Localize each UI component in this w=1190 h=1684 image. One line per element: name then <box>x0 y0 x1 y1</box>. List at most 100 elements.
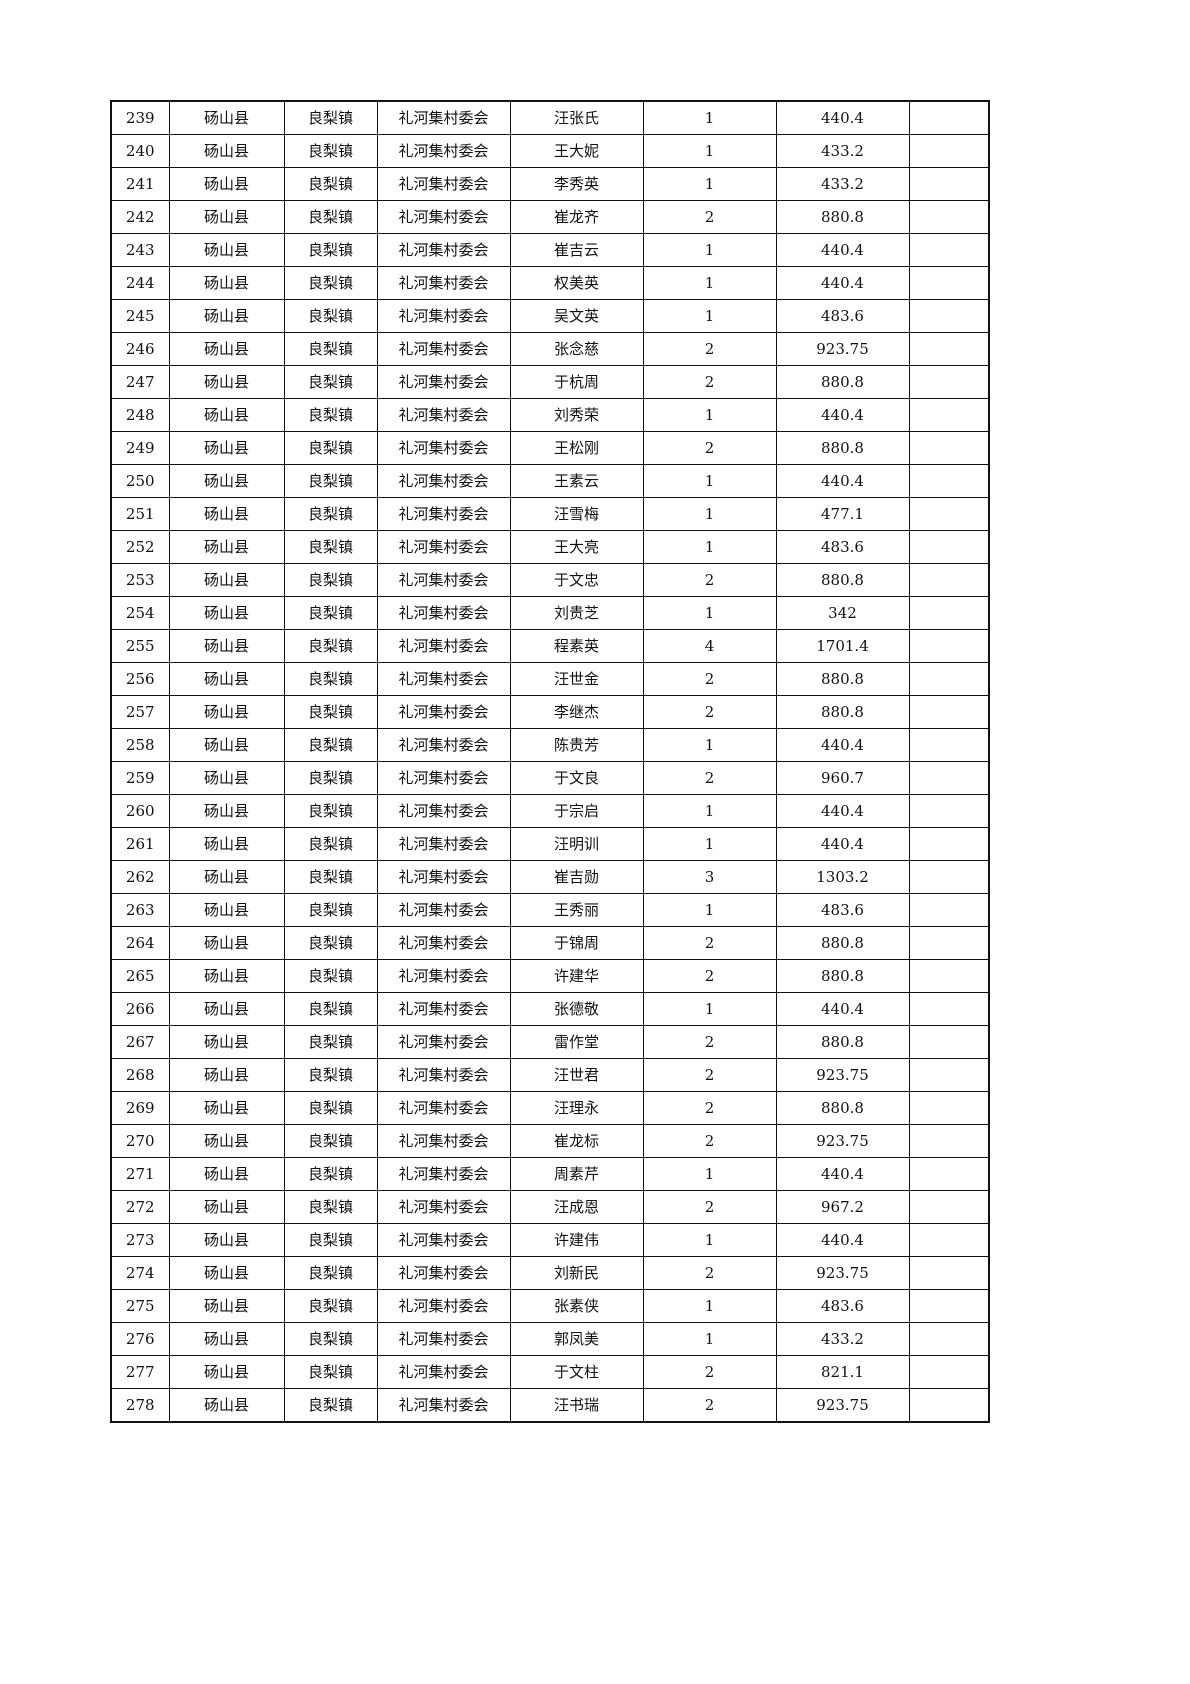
table-row: 258 砀山县 良梨镇 礼河集村委会 陈贵芳 1 440.4 <box>110 728 990 762</box>
village-committee-cell: 礼河集村委会 <box>376 629 511 663</box>
row-number-cell: 239 <box>110 100 170 135</box>
row-number-cell: 267 <box>110 1025 170 1059</box>
household-size-cell: 2 <box>642 1058 777 1092</box>
village-committee-cell: 礼河集村委会 <box>376 1256 511 1290</box>
town-cell: 良梨镇 <box>283 596 378 630</box>
household-size-cell: 2 <box>642 926 777 960</box>
table-row: 250 砀山县 良梨镇 礼河集村委会 王素云 1 440.4 <box>110 464 990 498</box>
county-cell: 砀山县 <box>168 728 285 762</box>
town-cell: 良梨镇 <box>283 662 378 696</box>
household-size-cell: 1 <box>642 167 777 201</box>
village-committee-cell: 礼河集村委会 <box>376 926 511 960</box>
household-size-cell: 1 <box>642 1223 777 1257</box>
county-cell: 砀山县 <box>168 794 285 828</box>
remark-cell <box>908 233 990 267</box>
remark-cell <box>908 1322 990 1356</box>
remark-cell <box>908 1091 990 1125</box>
household-size-cell: 2 <box>642 761 777 795</box>
table-row: 253 砀山县 良梨镇 礼河集村委会 于文忠 2 880.8 <box>110 563 990 597</box>
county-cell: 砀山县 <box>168 497 285 531</box>
household-size-cell: 2 <box>642 1124 777 1158</box>
village-committee-cell: 礼河集村委会 <box>376 398 511 432</box>
county-cell: 砀山县 <box>168 629 285 663</box>
table-body: 239 砀山县 良梨镇 礼河集村委会 汪张氏 1 440.4 240 砀山县 良梨镇 礼河集村委会王… <box>110 100 990 1423</box>
name-cell: 陈贵芳 <box>509 728 644 762</box>
amount-cell: 440.4 <box>775 728 910 762</box>
row-number-cell: 258 <box>110 728 170 762</box>
household-size-cell: 1 <box>642 497 777 531</box>
county-cell: 砀山县 <box>168 200 285 234</box>
remark-cell <box>908 728 990 762</box>
town-cell: 良梨镇 <box>283 134 378 168</box>
village-committee-cell: 礼河集村委会 <box>376 959 511 993</box>
town-cell: 良梨镇 <box>283 563 378 597</box>
table-row: 272 砀山县 良梨镇 礼河集村委会 汪成恩 2 967.2 <box>110 1190 990 1224</box>
village-committee-cell: 礼河集村委会 <box>376 134 511 168</box>
remark-cell <box>908 1256 990 1290</box>
name-cell: 王素云 <box>509 464 644 498</box>
amount-cell: 960.7 <box>775 761 910 795</box>
name-cell: 周素芹 <box>509 1157 644 1191</box>
name-cell: 汪成恩 <box>509 1190 644 1224</box>
row-number-cell: 262 <box>110 860 170 894</box>
name-cell: 张德敬 <box>509 992 644 1026</box>
amount-cell: 440.4 <box>775 1223 910 1257</box>
remark-cell <box>908 1223 990 1257</box>
amount-cell: 1303.2 <box>775 860 910 894</box>
table-row: 251 砀山县 良梨镇 礼河集村委会 汪雪梅 1 477.1 <box>110 497 990 531</box>
remark-cell <box>908 299 990 333</box>
town-cell: 良梨镇 <box>283 233 378 267</box>
county-cell: 砀山县 <box>168 464 285 498</box>
name-cell: 于文柱 <box>509 1355 644 1389</box>
town-cell: 良梨镇 <box>283 497 378 531</box>
village-committee-cell: 礼河集村委会 <box>376 596 511 630</box>
remark-cell <box>908 1388 990 1423</box>
amount-cell: 483.6 <box>775 893 910 927</box>
county-cell: 砀山县 <box>168 332 285 366</box>
town-cell: 良梨镇 <box>283 992 378 1026</box>
village-committee-cell: 礼河集村委会 <box>376 497 511 531</box>
county-cell: 砀山县 <box>168 167 285 201</box>
name-cell: 王大妮 <box>509 134 644 168</box>
village-committee-cell: 礼河集村委会 <box>376 100 511 135</box>
household-size-cell: 2 <box>642 1388 777 1423</box>
household-size-cell: 2 <box>642 959 777 993</box>
name-cell: 汪书瑞 <box>509 1388 644 1423</box>
row-number-cell: 240 <box>110 134 170 168</box>
household-size-cell: 1 <box>642 992 777 1026</box>
household-size-cell: 1 <box>642 530 777 564</box>
name-cell: 于文忠 <box>509 563 644 597</box>
household-size-cell: 2 <box>642 365 777 399</box>
row-number-cell: 255 <box>110 629 170 663</box>
row-number-cell: 275 <box>110 1289 170 1323</box>
town-cell: 良梨镇 <box>283 959 378 993</box>
town-cell: 良梨镇 <box>283 1025 378 1059</box>
village-committee-cell: 礼河集村委会 <box>376 365 511 399</box>
town-cell: 良梨镇 <box>283 1190 378 1224</box>
name-cell: 王秀丽 <box>509 893 644 927</box>
town-cell: 良梨镇 <box>283 1388 378 1423</box>
remark-cell <box>908 167 990 201</box>
name-cell: 刘新民 <box>509 1256 644 1290</box>
table-row: 265 砀山县 良梨镇 礼河集村委会 许建华 2 880.8 <box>110 959 990 993</box>
county-cell: 砀山县 <box>168 1190 285 1224</box>
household-size-cell: 2 <box>642 695 777 729</box>
village-committee-cell: 礼河集村委会 <box>376 563 511 597</box>
remark-cell <box>908 860 990 894</box>
town-cell: 良梨镇 <box>283 1091 378 1125</box>
row-number-cell: 271 <box>110 1157 170 1191</box>
row-number-cell: 253 <box>110 563 170 597</box>
town-cell: 良梨镇 <box>283 728 378 762</box>
remark-cell <box>908 365 990 399</box>
remark-cell <box>908 1058 990 1092</box>
town-cell: 良梨镇 <box>283 1289 378 1323</box>
household-size-cell: 2 <box>642 431 777 465</box>
town-cell: 良梨镇 <box>283 299 378 333</box>
row-number-cell: 272 <box>110 1190 170 1224</box>
county-cell: 砀山县 <box>168 926 285 960</box>
amount-cell: 440.4 <box>775 992 910 1026</box>
name-cell: 吴文英 <box>509 299 644 333</box>
village-committee-cell: 礼河集村委会 <box>376 1091 511 1125</box>
household-size-cell: 1 <box>642 1289 777 1323</box>
town-cell: 良梨镇 <box>283 1355 378 1389</box>
